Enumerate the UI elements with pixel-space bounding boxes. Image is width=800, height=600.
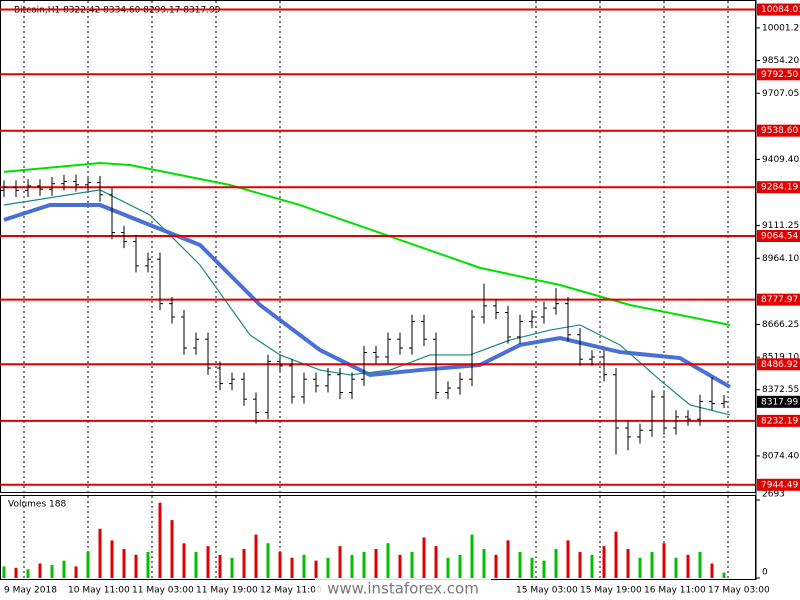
y-tick-label: 8372.55 bbox=[762, 385, 799, 395]
volume-title: Volumes 188 bbox=[8, 500, 66, 510]
level-label-bg bbox=[757, 3, 800, 16]
y-tick-label: 8519.10 bbox=[762, 353, 799, 363]
y-tick-label: 10001.25 bbox=[762, 23, 800, 33]
watermark-bg bbox=[315, 578, 491, 598]
level-label-bg bbox=[757, 478, 800, 491]
y-tick-label: 8666.25 bbox=[762, 320, 799, 330]
y-tick-label: 9111.25 bbox=[762, 221, 799, 231]
level-label-bg bbox=[757, 124, 800, 137]
moving-average bbox=[3, 162, 731, 326]
y-tick-label: 2693 bbox=[762, 490, 785, 500]
x-tick-label: 11 May 03:00 bbox=[132, 586, 194, 596]
volume-panel bbox=[0, 495, 756, 580]
y-tick-label: 9409.40 bbox=[762, 155, 799, 165]
x-tick-label: 11 May 19:00 bbox=[196, 586, 258, 596]
y-tick-label: 8074.40 bbox=[762, 451, 799, 461]
current-price: 8317.99 bbox=[761, 397, 798, 407]
level-label: 8486.92 bbox=[761, 360, 798, 370]
moving-average bbox=[3, 189, 731, 416]
level-label-bg bbox=[757, 229, 800, 242]
level-label: 10084.01 bbox=[761, 5, 800, 15]
y-tick-label: 0 bbox=[762, 568, 768, 578]
level-label-bg bbox=[757, 68, 800, 81]
level-label: 9064.54 bbox=[761, 231, 798, 241]
y-tick-label: 9854.20 bbox=[762, 56, 799, 66]
watermark: www.instaforex.com bbox=[327, 580, 479, 598]
level-label: 9284.19 bbox=[761, 183, 798, 193]
x-tick-label: 17 May 03:00 bbox=[708, 586, 770, 596]
level-label: 9792.50 bbox=[761, 70, 798, 80]
level-label: 8777.97 bbox=[761, 295, 798, 305]
level-label-bg bbox=[757, 358, 800, 371]
level-label: 9538.60 bbox=[761, 126, 798, 136]
y-tick-label: 8964.10 bbox=[762, 254, 799, 264]
level-label-bg bbox=[757, 181, 800, 194]
y-tick-label: 9707.05 bbox=[762, 89, 799, 99]
x-tick-label: 15 May 03:00 bbox=[516, 586, 578, 596]
level-label: 8232.19 bbox=[761, 416, 798, 426]
x-tick-label: 9 May 2018 bbox=[4, 586, 57, 596]
level-label-bg bbox=[757, 293, 800, 306]
x-tick-label: 10 May 11:00 bbox=[68, 586, 130, 596]
x-tick-label: 12 May 11:00 bbox=[260, 586, 322, 596]
price-label-bg bbox=[757, 395, 800, 408]
x-tick-label: 15 May 19:00 bbox=[580, 586, 642, 596]
level-label-bg bbox=[757, 414, 800, 427]
moving-average bbox=[3, 203, 732, 389]
level-label: 7944.49 bbox=[761, 480, 798, 490]
x-tick-label: 16 May 11:00 bbox=[644, 586, 706, 596]
